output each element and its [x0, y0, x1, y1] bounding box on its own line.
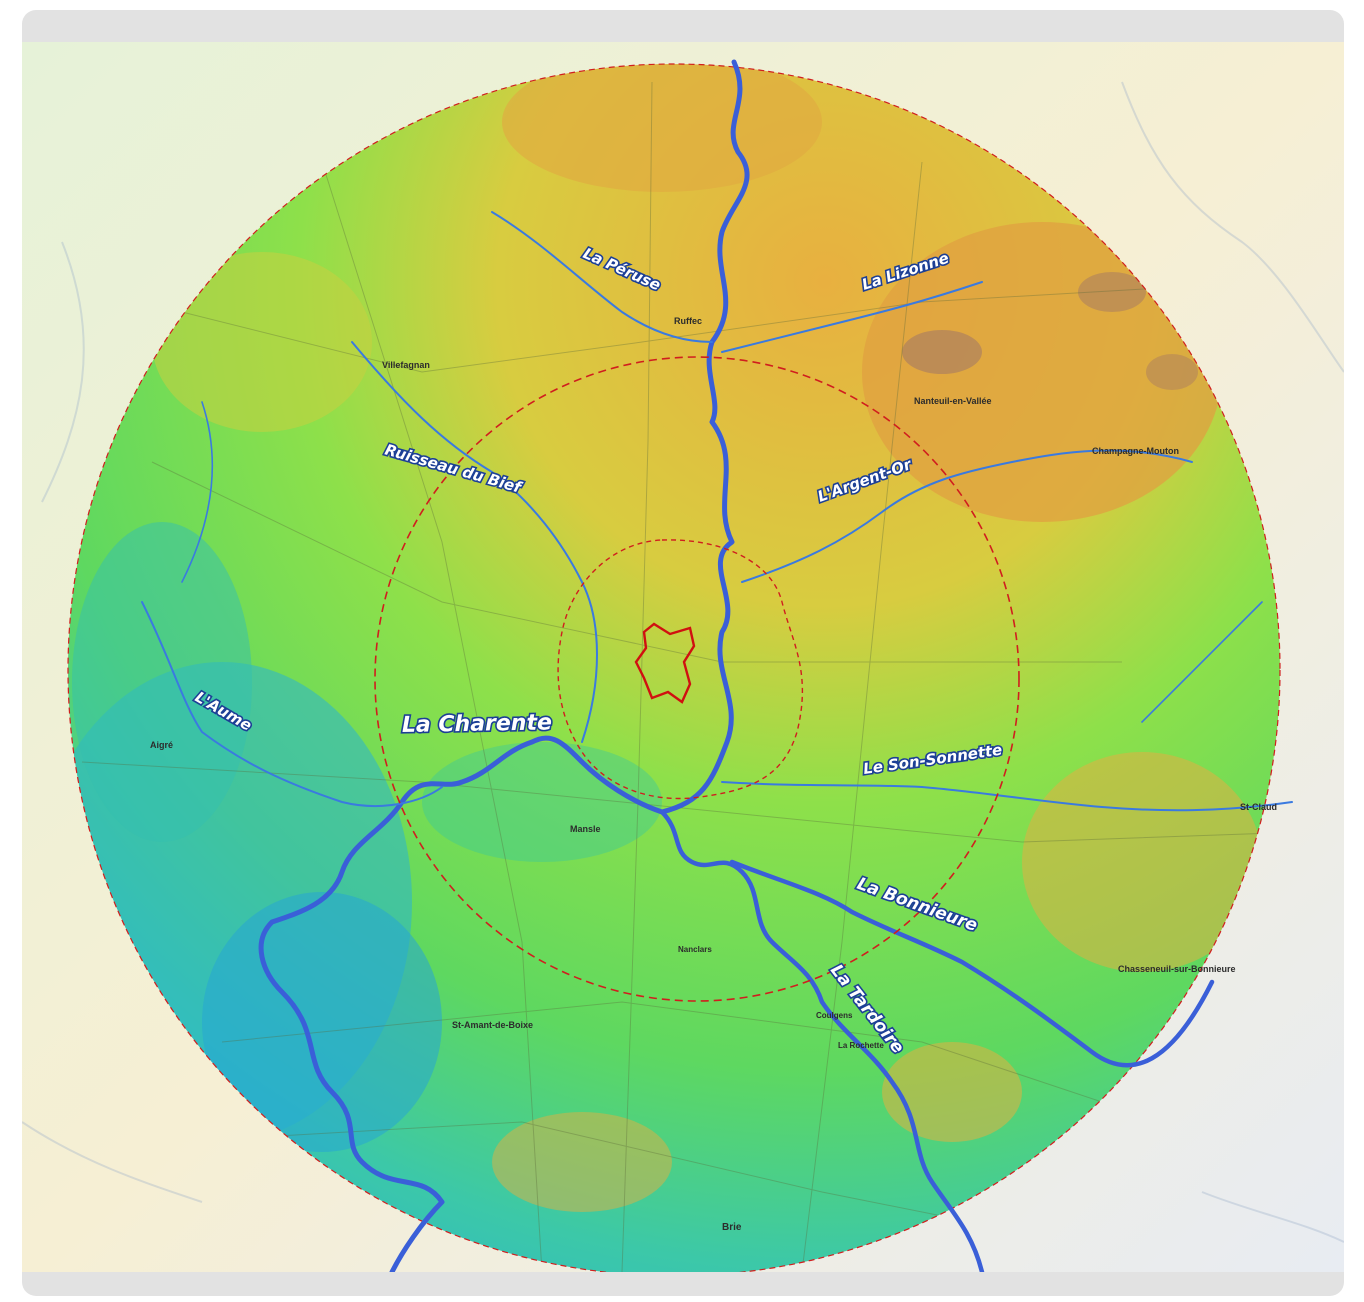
place-label-aigre: Aigré — [150, 740, 173, 750]
relief-map: La Péruse La Lizonne Ruisseau du Bief L'… — [22, 42, 1344, 1272]
inner-radius-ring — [557, 539, 804, 800]
background-rivers — [22, 81, 1344, 1243]
place-label-nanclars: Nanclars — [678, 945, 712, 954]
place-label-nanteuil: Nanteuil-en-Vallée — [914, 396, 992, 406]
place-label-st-claud: St-Claud — [1240, 802, 1277, 812]
river-peruse — [491, 211, 713, 343]
map-frame: La Péruse La Lizonne Ruisseau du Bief L'… — [22, 10, 1344, 1296]
river-tardoire — [659, 809, 985, 1272]
river-argent-or — [741, 449, 1193, 583]
place-label-coulgens: Coulgens — [816, 1011, 853, 1020]
place-label-la-rochette: La Rochette — [838, 1041, 884, 1050]
river-bief — [351, 341, 598, 743]
place-label-mansle: Mansle — [570, 824, 601, 834]
river-label-charente: La Charente — [402, 710, 553, 738]
river-network — [141, 59, 1293, 1272]
project-site-outline[interactable] — [634, 622, 696, 704]
place-label-st-amant: St-Amant-de-Boixe — [452, 1020, 533, 1030]
place-label-brie: Brie — [722, 1222, 742, 1233]
place-label-ruffec: Ruffec — [674, 316, 702, 326]
place-label-villefagnan: Villefagnan — [382, 360, 430, 370]
outer-radius-ring — [67, 63, 1281, 1272]
river-lizonne — [721, 281, 983, 353]
river-aume — [141, 601, 443, 808]
river-son-sonnette — [721, 781, 1293, 812]
river-bonnieure — [729, 859, 1215, 1068]
map-canvas[interactable]: La Péruse La Lizonne Ruisseau du Bief L'… — [22, 42, 1344, 1272]
middle-radius-ring — [374, 356, 1020, 1002]
place-label-chasseneuil: Chasseneuil-sur-Bonnieure — [1118, 964, 1236, 974]
place-label-champagne-mouton: Champagne-Mouton — [1092, 446, 1179, 456]
